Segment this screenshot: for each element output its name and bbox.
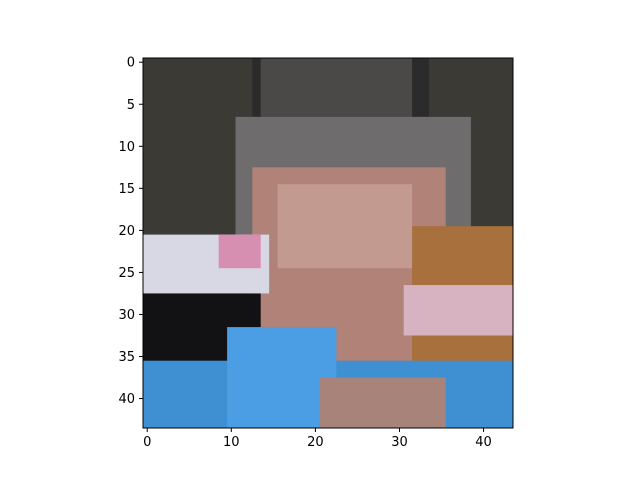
image-region-5	[277, 184, 413, 269]
image-region-12	[227, 327, 337, 428]
y-tick-label: 35	[118, 350, 135, 365]
y-tick-label: 30	[118, 308, 135, 323]
image-region-7	[218, 234, 261, 269]
y-tick-label: 10	[118, 140, 135, 155]
x-tick-label: 0	[143, 435, 151, 450]
y-tick-label: 5	[127, 98, 135, 113]
x-axis: 0 10 20 30 40	[143, 428, 492, 450]
x-tick-label: 20	[307, 435, 324, 450]
y-axis: 0 5 10 15 20 25 30 35 40	[118, 56, 143, 407]
x-tick-label: 40	[475, 435, 492, 450]
heatmap-image	[143, 58, 513, 428]
y-tick-label: 15	[118, 182, 135, 197]
y-tick-label: 40	[118, 392, 135, 407]
image-region-2	[260, 58, 413, 126]
y-tick-label: 0	[127, 56, 135, 71]
y-tick-label: 20	[118, 224, 135, 239]
x-tick-label: 10	[223, 435, 240, 450]
image-region-9	[403, 285, 513, 336]
y-tick-label: 25	[118, 266, 135, 281]
x-tick-label: 30	[391, 435, 408, 450]
plot-frame	[142, 57, 514, 429]
image-region-13	[319, 377, 446, 428]
